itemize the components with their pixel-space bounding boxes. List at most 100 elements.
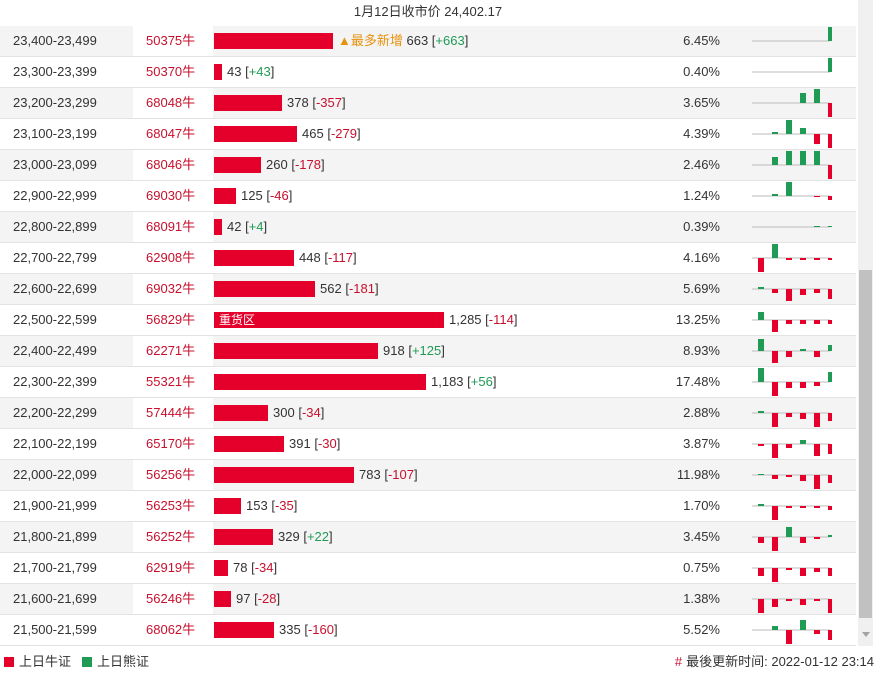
scroll-down-arrow-icon[interactable] (862, 632, 870, 637)
table-row[interactable]: 22,300-22,399 55321牛 1,183 [+56] 17.48% (0, 367, 856, 398)
sparkline-bar (800, 151, 806, 165)
cbbc-code-link[interactable]: 68046牛 (133, 150, 213, 180)
sparkline-bar (814, 537, 820, 539)
table-row[interactable]: 21,500-21,599 68062牛 335 [-160] 5.52% (0, 615, 856, 646)
scrollbar-thumb[interactable] (859, 270, 872, 618)
quantity-bar (214, 33, 333, 49)
table-row[interactable]: 22,200-22,299 57444牛 300 [-34] 2.88% (0, 398, 856, 429)
sparkline-bar (800, 599, 806, 605)
quantity-change: -114 (488, 312, 514, 327)
sparkline-bar (772, 506, 778, 520)
table-row[interactable]: 21,800-21,899 56252牛 329 [+22] 3.45% (0, 522, 856, 553)
cbbc-code-link[interactable]: 69032牛 (133, 274, 213, 304)
sparkline-bar (800, 128, 806, 134)
cbbc-code-link[interactable]: 65170牛 (133, 429, 213, 459)
sparkline-bar (758, 411, 764, 413)
trend-sparkline (752, 527, 832, 551)
cbbc-code-link[interactable]: 56253牛 (133, 491, 213, 521)
percentage: 2.46% (683, 157, 720, 172)
strike-range: 22,700-22,799 (13, 250, 97, 265)
table-row[interactable]: 22,900-22,999 69030牛 125 [-46] 1.24% (0, 181, 856, 212)
bar-cell: 97 [-28] (213, 584, 693, 614)
bar-cell: 78 [-34] (213, 553, 693, 583)
quantity-change: -117 (327, 250, 353, 265)
cbbc-code-link[interactable]: 68062牛 (133, 615, 213, 645)
quantity-text: 378 [-357] (287, 95, 346, 110)
sparkline-bar (814, 320, 820, 324)
quantity-value: 391 (289, 436, 311, 451)
legend-bear-label: 上日熊证 (97, 654, 150, 669)
cbbc-code-link[interactable]: 68048牛 (133, 88, 213, 118)
cbbc-code-link[interactable]: 56246牛 (133, 584, 213, 614)
bar-cell: 43 [+43] (213, 57, 693, 87)
table-row[interactable]: 23,300-23,399 50370牛 43 [+43] 0.40% (0, 57, 856, 88)
percentage: 0.40% (683, 64, 720, 79)
quantity-text: 42 [+4] (227, 219, 268, 234)
table-row[interactable]: 21,700-21,799 62919牛 78 [-34] 0.75% (0, 553, 856, 584)
quantity-text: 125 [-46] (241, 188, 293, 203)
percentage: 1.70% (683, 498, 720, 513)
table-row[interactable]: 23,100-23,199 68047牛 465 [-279] 4.39% (0, 119, 856, 150)
cbbc-code-link[interactable]: 57444牛 (133, 398, 213, 428)
vertical-scrollbar[interactable] (858, 0, 873, 646)
quantity-value: 562 (320, 281, 342, 296)
trend-sparkline (752, 411, 832, 427)
cbbc-code-link[interactable]: 68047牛 (133, 119, 213, 149)
cbbc-code-link[interactable]: 68091牛 (133, 212, 213, 242)
table-row[interactable]: 22,100-22,199 65170牛 391 [-30] 3.87% (0, 429, 856, 460)
cbbc-code-link[interactable]: 62908牛 (133, 243, 213, 273)
sparkline-bar (814, 258, 820, 260)
table-row[interactable]: 22,400-22,499 62271牛 918 [+125] 8.93% (0, 336, 856, 367)
table-row[interactable]: 22,600-22,699 69032牛 562 [-181] 5.69% (0, 274, 856, 305)
table-row[interactable]: 22,000-22,099 56256牛 783 [-107] 11.98% (0, 460, 856, 491)
quantity-text: 918 [+125] (383, 343, 445, 358)
cbbc-code-link[interactable]: 50370牛 (133, 57, 213, 87)
cbbc-code-link[interactable]: 55321牛 (133, 367, 213, 397)
cbbc-code-link[interactable]: 69030牛 (133, 181, 213, 211)
percentage: 11.98% (676, 467, 720, 482)
table-row[interactable]: 23,400-23,499 50375牛 ▲最多新增 663 [+663] 6.45% (0, 26, 856, 57)
table-row[interactable]: 21,900-21,999 56253牛 153 [-35] 1.70% (0, 491, 856, 522)
sparkline-bar (814, 506, 820, 508)
quantity-value: 300 (273, 405, 295, 420)
strike-range: 22,300-22,399 (13, 374, 97, 389)
table-row[interactable]: 22,800-22,899 68091牛 42 [+4] 0.39% (0, 212, 856, 243)
sparkline-bar (828, 58, 832, 72)
sparkline-bar (786, 382, 792, 388)
quantity-change: -178 (294, 157, 321, 172)
cbbc-code-link[interactable]: 56256牛 (133, 460, 213, 490)
sparkline-bar (772, 413, 778, 427)
quantity-change: +56 (470, 374, 493, 389)
sparkline-bar (786, 568, 792, 570)
quantity-bar (214, 281, 315, 297)
quantity-bar (214, 405, 268, 421)
bar-cell: 125 [-46] (213, 181, 693, 211)
sparkline-bar (828, 413, 832, 421)
sparkline-bar (828, 372, 832, 382)
table-row[interactable]: 22,700-22,799 62908牛 448 [-117] 4.16% (0, 243, 856, 274)
quantity-value: 783 (359, 467, 381, 482)
quantity-change: +4 (248, 219, 264, 234)
trend-sparkline (752, 598, 832, 613)
cbbc-distribution-table: 23,400-23,499 50375牛 ▲最多新增 663 [+663] 6.45%… (0, 26, 856, 646)
cbbc-code-link[interactable]: 62919牛 (133, 553, 213, 583)
legend-bear-swatch (82, 657, 92, 667)
cbbc-code-link[interactable]: 56829牛 (133, 305, 213, 335)
quantity-value: 335 (279, 622, 301, 637)
cbbc-code-link[interactable]: 50375牛 (133, 26, 213, 56)
sparkline-bar (828, 258, 832, 260)
trend-sparkline (752, 440, 832, 458)
sparkline-bar (786, 444, 792, 448)
cbbc-code-link[interactable]: 62271牛 (133, 336, 213, 366)
table-row[interactable]: 23,200-23,299 68048牛 378 [-357] 3.65% (0, 88, 856, 119)
table-row[interactable]: 22,500-22,599 56829牛 重货区 1,285 [-114] 13.25% (0, 305, 856, 336)
quantity-bar (214, 126, 297, 142)
table-row[interactable]: 21,600-21,699 56246牛 97 [-28] 1.38% (0, 584, 856, 615)
table-row[interactable]: 23,000-23,099 68046牛 260 [-178] 2.46% (0, 150, 856, 181)
percentage: 0.75% (683, 560, 720, 575)
percentage: 6.45% (683, 33, 720, 48)
legend-bull-label: 上日牛证 (19, 654, 72, 669)
bar-cell: 153 [-35] (213, 491, 693, 521)
footer: 上日牛证 上日熊证 # 最後更新时间: 2022-01-12 23:14 (0, 650, 880, 674)
cbbc-code-link[interactable]: 56252牛 (133, 522, 213, 552)
